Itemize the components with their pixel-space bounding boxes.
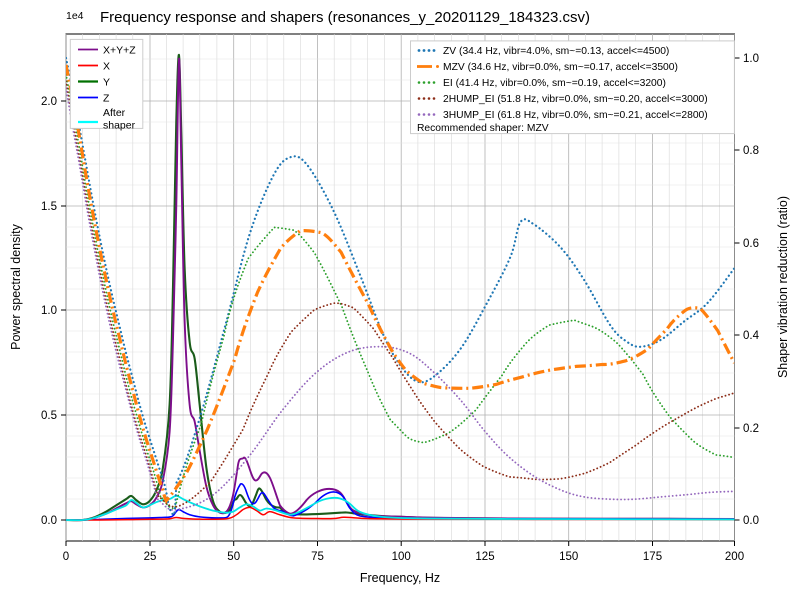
svg-text:Shaper vibration reduction (ra: Shaper vibration reduction (ratio)	[776, 196, 790, 378]
svg-text:Frequency response and shapers: Frequency response and shapers (resonanc…	[100, 9, 590, 26]
svg-text:Recommended shaper: MZV: Recommended shaper: MZV	[417, 123, 549, 134]
svg-text:0.5: 0.5	[41, 410, 57, 422]
svg-text:Y: Y	[103, 76, 110, 88]
svg-text:Frequency, Hz: Frequency, Hz	[360, 571, 440, 585]
svg-text:75: 75	[311, 551, 324, 563]
svg-text:EI (41.4 Hz, vibr=0.0%, sm~=0.: EI (41.4 Hz, vibr=0.0%, sm~=0.19, accel<…	[443, 78, 666, 89]
svg-text:0.0: 0.0	[41, 515, 57, 527]
svg-text:0.8: 0.8	[743, 145, 759, 157]
svg-text:150: 150	[559, 551, 578, 563]
svg-text:1.0: 1.0	[743, 53, 759, 65]
svg-text:100: 100	[392, 551, 411, 563]
svg-text:MZV (34.6 Hz, vibr=0.0%, sm~=0: MZV (34.6 Hz, vibr=0.0%, sm~=0.17, accel…	[443, 62, 678, 73]
svg-text:0.6: 0.6	[743, 238, 759, 250]
svg-text:25: 25	[144, 551, 157, 563]
svg-text:2.0: 2.0	[41, 96, 57, 108]
svg-text:After: After	[103, 107, 126, 119]
svg-text:ZV (34.4 Hz, vibr=4.0%, sm~=0.: ZV (34.4 Hz, vibr=4.0%, sm~=0.13, accel<…	[443, 46, 669, 57]
svg-text:0.4: 0.4	[743, 330, 760, 342]
svg-text:1.5: 1.5	[41, 201, 57, 213]
svg-text:1.0: 1.0	[41, 305, 57, 317]
svg-text:3HUMP_EI (61.8 Hz, vibr=0.0%,: 3HUMP_EI (61.8 Hz, vibr=0.0%, sm~=0.21, …	[443, 110, 708, 121]
svg-text:shaper: shaper	[103, 119, 136, 131]
svg-text:Power spectral density: Power spectral density	[9, 223, 23, 350]
svg-text:200: 200	[725, 551, 744, 563]
svg-text:0.2: 0.2	[743, 423, 759, 435]
svg-text:Z: Z	[103, 92, 110, 104]
svg-text:0: 0	[63, 551, 69, 563]
svg-text:X: X	[103, 60, 110, 72]
svg-text:175: 175	[643, 551, 662, 563]
svg-text:1e4: 1e4	[66, 10, 84, 22]
svg-text:X+Y+Z: X+Y+Z	[103, 44, 136, 56]
svg-text:2HUMP_EI (51.8 Hz, vibr=0.0%,: 2HUMP_EI (51.8 Hz, vibr=0.0%, sm~=0.20, …	[443, 94, 708, 105]
svg-text:125: 125	[475, 551, 494, 563]
svg-text:50: 50	[227, 551, 240, 563]
svg-text:0.0: 0.0	[743, 515, 759, 527]
